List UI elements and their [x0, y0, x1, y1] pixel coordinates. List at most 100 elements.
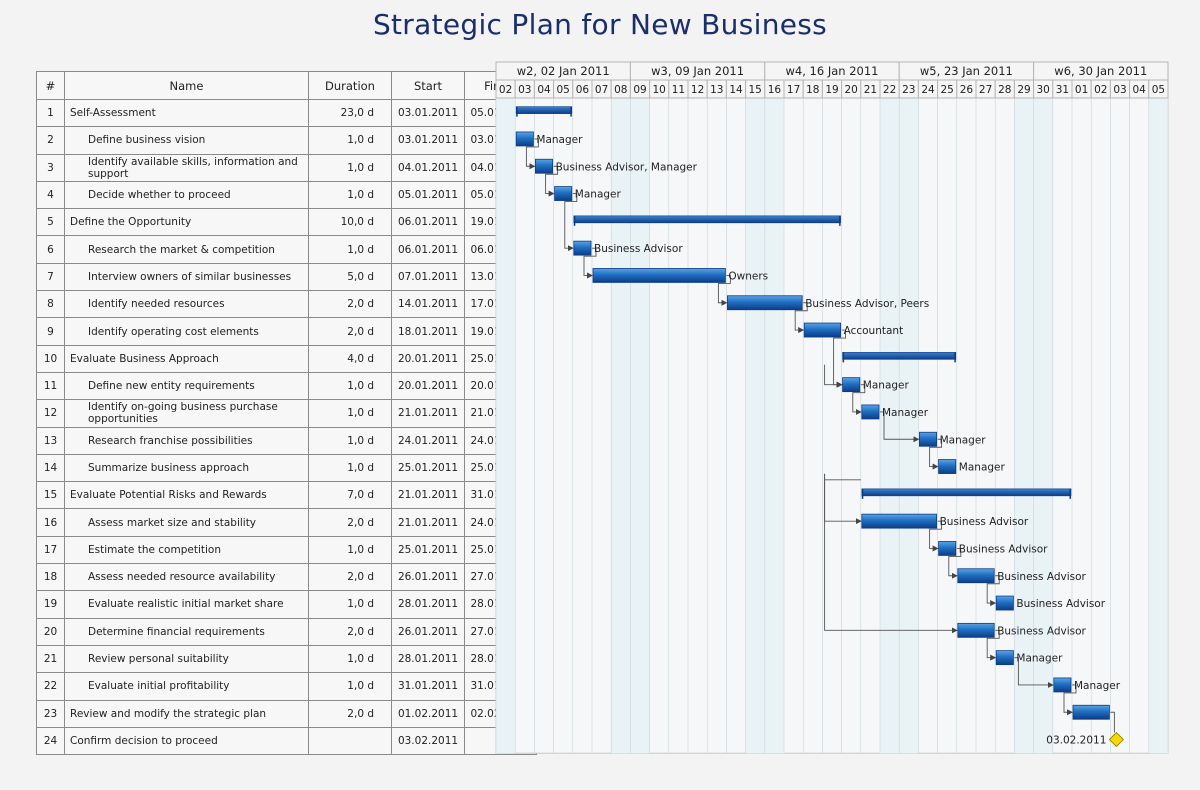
task-start: 14.01.2011: [391, 290, 465, 319]
task-name: Define new entity requirements: [64, 371, 309, 401]
task-duration: 1,0 d: [308, 399, 392, 428]
task-bar[interactable]: [938, 541, 957, 556]
table-row[interactable]: 9 Identify operating cost elements 2,0 d 18…: [36, 317, 537, 346]
task-bar[interactable]: [842, 377, 861, 393]
task-duration: 5,0 d: [308, 262, 392, 292]
task-duration: 2,0 d: [308, 617, 392, 646]
task-duration: 1,0 d: [308, 153, 392, 182]
task-bar[interactable]: [995, 595, 1014, 611]
task-number: 1: [36, 98, 65, 128]
dependency-link: [583, 247, 597, 279]
task-bar[interactable]: [995, 650, 1014, 666]
task-name: Evaluate Business Approach: [64, 344, 309, 373]
task-bar[interactable]: [861, 513, 937, 529]
day-header-label: 05: [1152, 84, 1165, 96]
day-header-label: 06: [576, 84, 590, 96]
resource-label: Business Advisor: [997, 625, 1086, 637]
day-header-label: 09: [633, 84, 646, 96]
summary-bar-cap: [516, 106, 518, 117]
task-bar[interactable]: [919, 431, 938, 447]
task-bar[interactable]: [535, 158, 554, 174]
task-duration: 1,0 d: [308, 672, 392, 701]
dependency-link: [794, 302, 808, 334]
task-duration: 1,0 d: [308, 453, 392, 483]
dependency-link: [986, 629, 1000, 661]
task-bar[interactable]: [592, 268, 726, 283]
task-start: 03.02.2011: [391, 726, 465, 756]
resource-label: Manager: [536, 134, 583, 146]
resource-label: Business Advisor, Peers: [805, 298, 929, 310]
table-row[interactable]: 8 Identify needed resources 2,0 d 14.01.201…: [36, 290, 537, 319]
summary-bar[interactable]: [842, 352, 957, 360]
day-header-label: 14: [729, 84, 743, 96]
task-name: Confirm decision to proceed: [64, 726, 309, 756]
milestone-diamond[interactable]: [1108, 731, 1124, 748]
week-header-label: w3, 09 Jan 2011: [651, 64, 744, 78]
day-header-label: 03: [1113, 84, 1126, 96]
task-duration: [308, 726, 392, 756]
task-name: Identify needed resources: [64, 290, 309, 319]
task-number: 19: [36, 590, 65, 619]
day-header-label: 02: [499, 84, 512, 96]
task-bar[interactable]: [938, 459, 957, 474]
task-bar[interactable]: [803, 322, 842, 338]
task-duration: 1,0 d: [308, 644, 392, 674]
task-start: 04.01.2011: [391, 153, 465, 182]
resource-label: Manager: [1074, 680, 1121, 692]
dependency-link: [717, 275, 731, 306]
day-header-label: 24: [921, 84, 935, 96]
day-header-label: 25: [941, 84, 954, 96]
week-header-label: w4, 16 Jan 2011: [786, 64, 879, 78]
task-bar[interactable]: [515, 131, 534, 147]
day-header-label: 13: [710, 84, 723, 96]
resource-label: Manager: [882, 407, 929, 419]
task-bar[interactable]: [957, 568, 995, 584]
task-start: 28.01.2011: [391, 644, 465, 674]
task-name: Summarize business approach: [64, 453, 309, 483]
task-name: Interview owners of similar businesses: [64, 262, 309, 292]
task-number: 14: [36, 453, 65, 483]
week-header-label: w2, 02 Jan 2011: [517, 64, 610, 78]
table-row[interactable]: 19 Evaluate realistic initial market shar…: [36, 590, 537, 619]
weekend-shade: [899, 98, 919, 754]
task-duration: 1,0 d: [308, 426, 392, 455]
resource-label: Manager: [575, 189, 622, 201]
column-header-number[interactable]: #: [36, 71, 65, 100]
task-bar[interactable]: [573, 240, 592, 256]
column-header-start[interactable]: Start: [391, 71, 465, 100]
resource-label: Owners: [728, 270, 768, 282]
task-name: Define business vision: [64, 126, 309, 155]
table-row[interactable]: 18 Assess needed resource availability 2,0…: [36, 563, 537, 592]
task-number: 8: [36, 290, 65, 319]
summary-bar-cap: [861, 488, 864, 499]
dependency-link: [564, 193, 578, 252]
task-start: 21.01.2011: [391, 399, 465, 428]
task-bar[interactable]: [957, 622, 995, 638]
dependency-link: [1110, 711, 1115, 733]
task-bar[interactable]: [554, 186, 573, 201]
task-start: 31.01.2011: [391, 672, 465, 701]
day-header-label: 31: [1056, 84, 1069, 96]
summary-bar[interactable]: [573, 215, 841, 224]
task-name: Identify on-going business purchase oppo…: [64, 399, 309, 428]
resource-label: Manager: [959, 462, 1006, 474]
table-row[interactable]: 24 Confirm decision to proceed 03.02.2011: [36, 726, 537, 756]
task-name: Estimate the competition: [64, 535, 309, 565]
dependency-link: [929, 520, 943, 552]
task-number: 22: [36, 672, 65, 701]
resource-label: Manager: [863, 380, 910, 392]
task-start: 07.01.2011: [391, 262, 465, 292]
dependency-link: [852, 384, 866, 415]
task-bar[interactable]: [1072, 704, 1110, 720]
resource-label: Business Advisor: [959, 543, 1048, 555]
weekend-shade: [764, 98, 784, 754]
task-bar[interactable]: [727, 295, 803, 311]
task-number: 3: [36, 153, 65, 182]
task-bar[interactable]: [1053, 677, 1072, 693]
task-bar[interactable]: [861, 404, 880, 420]
summary-bar[interactable]: [515, 106, 573, 114]
summary-bar[interactable]: [861, 488, 1072, 497]
task-number: 13: [36, 426, 65, 455]
